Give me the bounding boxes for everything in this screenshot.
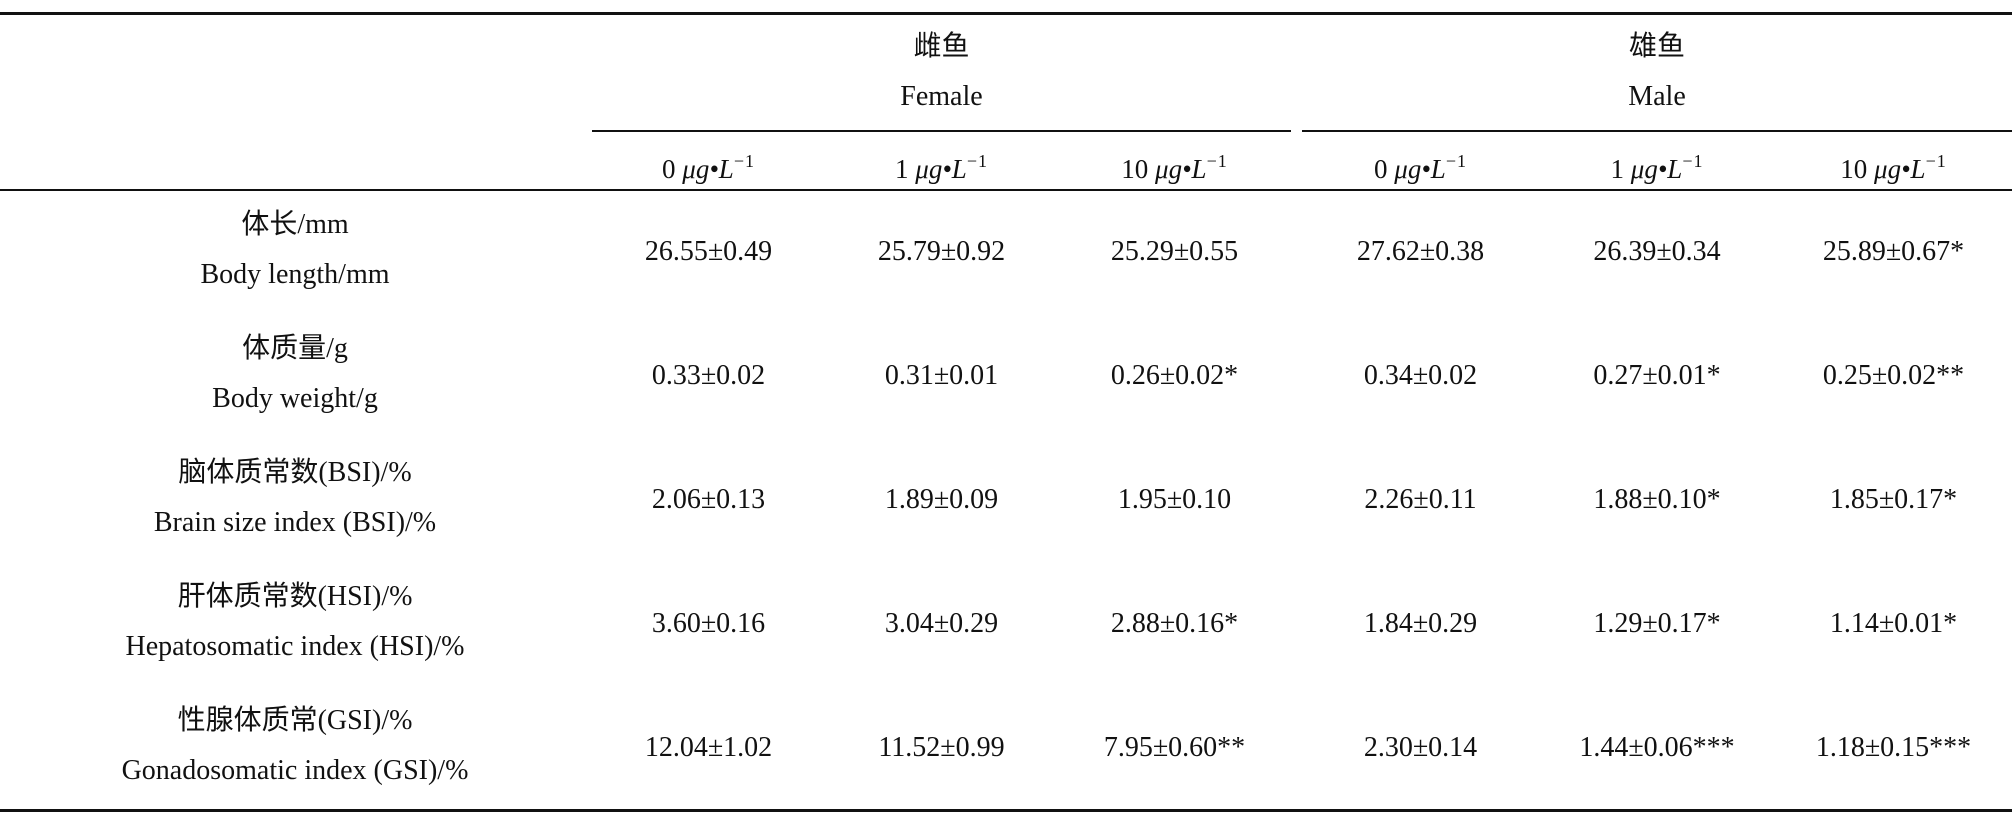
table-cell: 0.34±0.02 xyxy=(1363,360,1478,391)
group-header-en: Male xyxy=(1628,81,1686,112)
table-cell: 1.85±0.17* xyxy=(1829,484,1958,515)
table-cell: 1.29±0.17* xyxy=(1593,608,1721,639)
table-cell: 25.89±0.67* xyxy=(1822,236,1965,267)
table-cell: 0.27±0.01* xyxy=(1593,360,1721,391)
table-cell: 11.52±0.99 xyxy=(878,732,1005,763)
group-header-male: 雄鱼 Male xyxy=(1302,22,2012,126)
table-cell: 2.88±0.16* xyxy=(1110,608,1239,639)
header-rule xyxy=(0,189,2012,191)
table-cell: 1.88±0.10* xyxy=(1593,484,1721,515)
bottom-rule xyxy=(0,809,2012,812)
table-cell: 1.14±0.01* xyxy=(1829,608,1958,639)
table-cell: 0.31±0.01 xyxy=(884,360,999,391)
conc-header: 1 μg•L−1 xyxy=(1610,151,1704,184)
table-cell: 7.95±0.60** xyxy=(1103,732,1246,763)
conc-header: 0 μg•L−1 xyxy=(662,151,755,184)
table-cell: 27.62±0.38 xyxy=(1356,236,1485,267)
conc-header: 10 μg•L−1 xyxy=(1840,151,1947,184)
table-cell: 3.04±0.29 xyxy=(884,608,999,639)
table-cell: 26.55±0.49 xyxy=(644,236,773,267)
table-cell: 2.06±0.13 xyxy=(651,484,766,515)
group-header-female: 雌鱼 Female xyxy=(592,22,1291,126)
group-header-zh: 雌鱼 xyxy=(913,31,970,62)
table-cell: 25.29±0.55 xyxy=(1110,236,1239,267)
table-cell: 0.26±0.02* xyxy=(1110,360,1239,391)
male-group-rule xyxy=(1302,130,2012,132)
table-cell: 1.89±0.09 xyxy=(884,484,999,515)
table-cell: 1.84±0.29 xyxy=(1363,608,1478,639)
table-cell: 1.18±0.15*** xyxy=(1815,732,1972,763)
table-cell: 12.04±1.02 xyxy=(644,732,773,763)
female-group-rule xyxy=(592,130,1291,132)
conc-header: 10 μg•L−1 xyxy=(1121,151,1228,184)
conc-header: 1 μg•L−1 xyxy=(895,151,988,184)
table-cell: 3.60±0.16 xyxy=(651,608,766,639)
row-label: 肝体质常数(HSI)/% Hepatosomatic index (HSI)/% xyxy=(125,581,465,662)
table-cell: 1.95±0.10 xyxy=(1117,484,1232,515)
top-rule xyxy=(0,12,2012,15)
group-header-en: Female xyxy=(900,81,983,112)
table-cell: 26.39±0.34 xyxy=(1593,236,1721,267)
row-label: 体质量/g Body weight/g xyxy=(212,333,378,414)
table-cell: 2.30±0.14 xyxy=(1363,732,1478,763)
table-cell: 1.44±0.06*** xyxy=(1579,732,1735,763)
row-label: 脑体质常数(BSI)/% Brain size index (BSI)/% xyxy=(153,457,437,538)
table-cell: 0.25±0.02** xyxy=(1822,360,1965,391)
table-cell: 2.26±0.11 xyxy=(1364,484,1477,515)
table-cell: 0.33±0.02 xyxy=(651,360,766,391)
row-label: 体长/mm Body length/mm xyxy=(200,209,390,290)
group-header-zh: 雄鱼 xyxy=(1628,31,1685,62)
conc-header: 0 μg•L−1 xyxy=(1374,151,1467,184)
table-cell: 25.79±0.92 xyxy=(877,236,1006,267)
row-label: 性腺体质常(GSI)/% Gonadosomatic index (GSI)/% xyxy=(121,705,469,786)
